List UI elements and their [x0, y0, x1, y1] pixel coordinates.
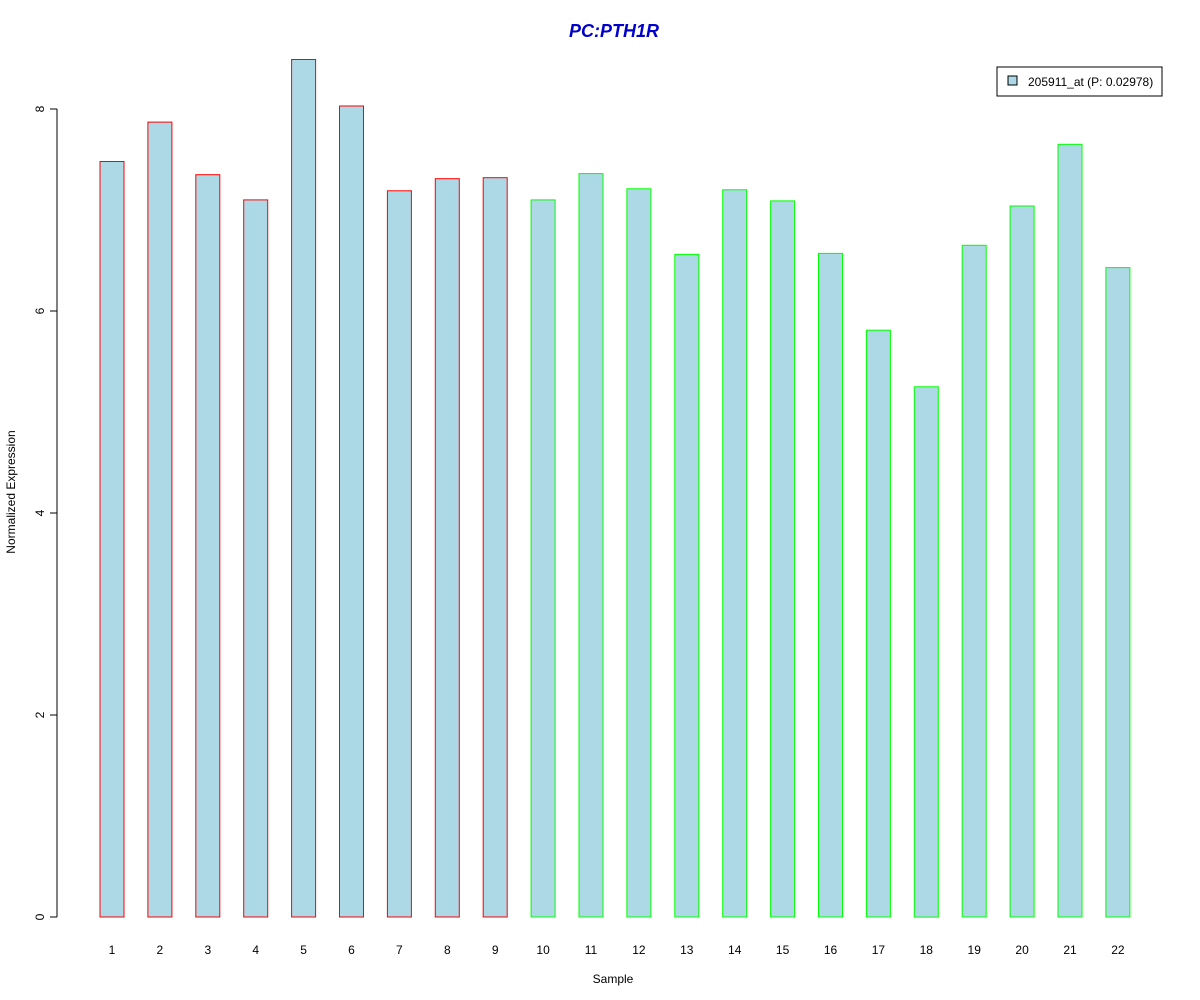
bar-sample-12	[626, 188, 652, 918]
y-axis-title: Normalized Expression	[4, 430, 18, 553]
x-tick-label: 22	[1111, 943, 1125, 957]
y-tick-label: 8	[33, 105, 47, 112]
legend-box	[996, 66, 1163, 97]
bar-sample-17	[865, 329, 891, 918]
x-tick-label: 10	[536, 943, 550, 957]
bar-sample-19	[961, 244, 987, 918]
x-tick-label: 16	[824, 943, 838, 957]
bar-sample-14	[722, 189, 748, 918]
x-tick-label: 12	[632, 943, 646, 957]
chart-title: PC:PTH1R	[569, 21, 659, 41]
x-tick-label: 13	[680, 943, 694, 957]
bar-sample-21	[1057, 143, 1083, 918]
x-tick-label: 21	[1063, 943, 1077, 957]
y-tick-label: 2	[33, 711, 47, 718]
x-tick-label: 14	[728, 943, 742, 957]
legend: 205911_at (P: 0.02978)	[996, 66, 1163, 97]
bar-sample-13	[674, 253, 700, 918]
bar-sample-20	[1009, 205, 1035, 918]
bar-sample-16	[818, 252, 843, 918]
x-tick-label: 17	[872, 943, 886, 957]
y-tick-label: 6	[33, 307, 47, 314]
x-axis-title: Sample	[593, 972, 634, 986]
y-tick-label: 0	[33, 913, 47, 920]
bars	[99, 59, 1131, 918]
bar-sample-8	[434, 178, 460, 918]
legend-label: 205911_at (P: 0.02978)	[1028, 75, 1153, 89]
bar-sample-10	[530, 199, 556, 918]
x-tick-label: 9	[492, 943, 499, 957]
x-tick-label: 6	[348, 943, 355, 957]
bar-sample-15	[770, 200, 796, 918]
bar-sample-6	[339, 105, 364, 918]
bar-sample-1	[99, 161, 125, 918]
x-tick-label: 20	[1015, 943, 1029, 957]
x-tick-label: 15	[776, 943, 790, 957]
bar-sample-7	[386, 190, 412, 918]
x-tick-label: 2	[157, 943, 164, 957]
bar-sample-18	[913, 386, 939, 918]
y-tick-label: 4	[33, 509, 47, 516]
legend-swatch	[1007, 75, 1018, 86]
x-tick-label: 3	[204, 943, 211, 957]
x-tick-label: 5	[300, 943, 307, 957]
bar-sample-2	[147, 121, 173, 918]
x-tick-label: 11	[585, 943, 598, 957]
bar-sample-11	[578, 173, 604, 918]
x-tick-label: 19	[968, 943, 982, 957]
x-tick-label: 4	[252, 943, 259, 957]
y-axis: 0 2 4 6 8	[33, 105, 58, 920]
bar-sample-3	[195, 174, 221, 918]
bar-sample-5	[291, 59, 317, 918]
x-tick-label: 1	[109, 943, 116, 957]
x-axis-labels: 1 2 3 4 5 6 7 8 9 10 11 12 13 14 15 16 17 18 19 20 21 22	[109, 943, 1125, 957]
x-tick-label: 7	[396, 943, 403, 957]
x-tick-label: 18	[920, 943, 934, 957]
bar-sample-4	[243, 199, 269, 918]
bar-sample-22	[1105, 267, 1131, 918]
bar-sample-9	[482, 177, 508, 918]
x-tick-label: 8	[444, 943, 451, 957]
